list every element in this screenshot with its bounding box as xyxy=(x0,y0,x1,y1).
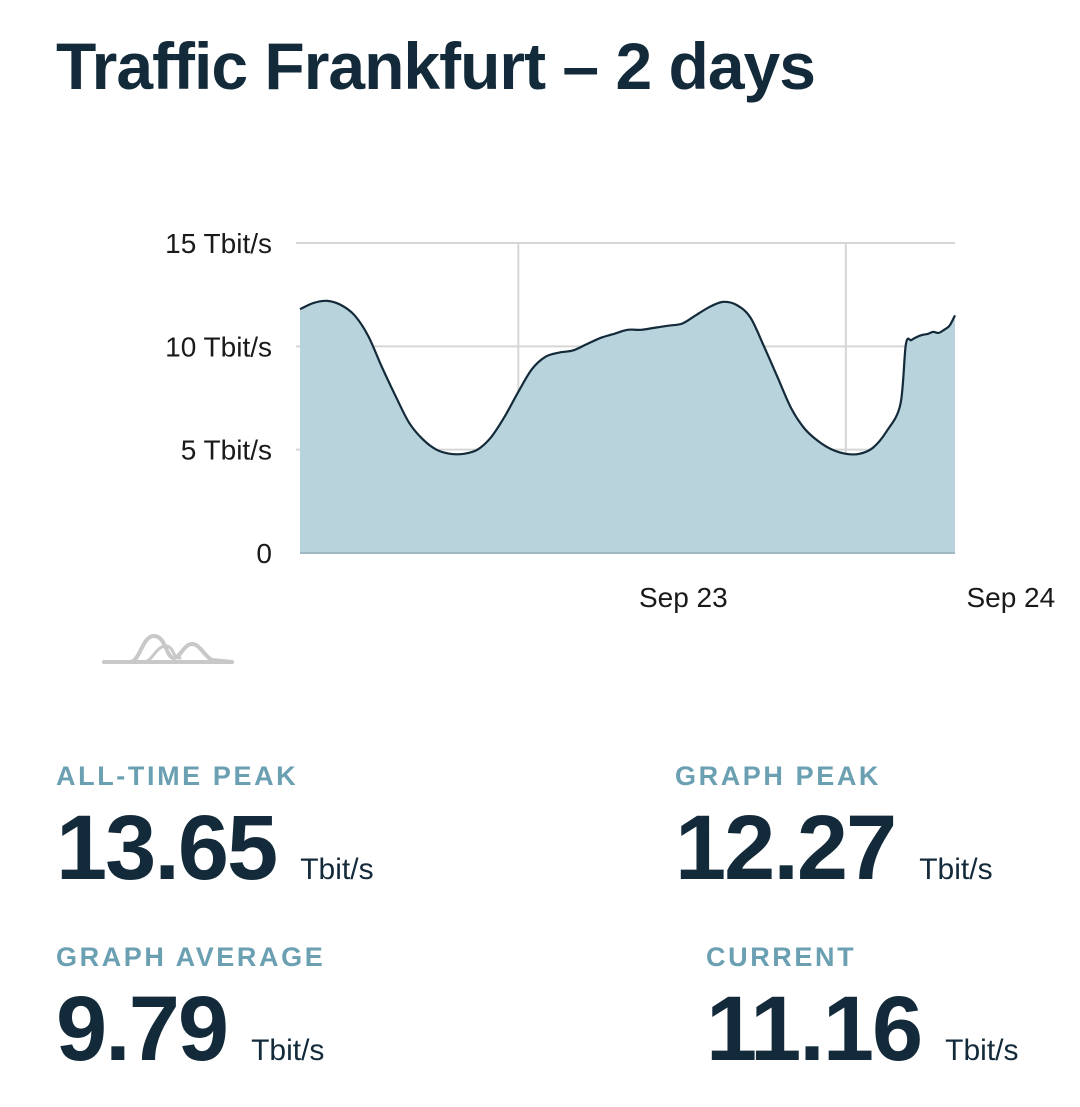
page-title: Traffic Frankfurt – 2 days xyxy=(56,29,816,103)
stat-value: 9.79 xyxy=(56,978,229,1080)
traffic-area-fill xyxy=(300,300,955,553)
y-tick-label: 10 Tbit/s xyxy=(165,331,272,362)
stat-unit: Tbit/s xyxy=(919,853,993,886)
stat-unit: Tbit/s xyxy=(945,1034,1019,1067)
y-tick-label: 5 Tbit/s xyxy=(181,435,272,466)
traffic-series-line xyxy=(299,299,956,456)
x-tick-label: Sep 24 xyxy=(966,582,1055,613)
stat-label: GRAPH AVERAGE xyxy=(56,942,326,972)
traffic-area-chart: 0 5 Tbit/s 10 Tbit/s 15 Tbit/s Sep 23 Sep 24 xyxy=(165,228,1055,613)
stat-value: 13.65 xyxy=(56,797,278,899)
y-tick-label: 0 xyxy=(256,538,272,569)
stat-label: ALL-TIME PEAK xyxy=(56,761,299,791)
stat-current: CURRENT 11.16 Tbit/s xyxy=(706,941,1019,1075)
stat-unit: Tbit/s xyxy=(300,853,374,886)
x-tick-label: Sep 23 xyxy=(639,582,728,613)
stat-label: CURRENT xyxy=(706,942,857,972)
traffic-chart: 0 5 Tbit/s 10 Tbit/s 15 Tbit/s Sep 23 Sep 24 xyxy=(0,200,1080,630)
stat-label: GRAPH PEAK xyxy=(675,761,882,791)
stat-value: 11.16 xyxy=(706,978,923,1080)
stat-graph-average: GRAPH AVERAGE 9.79 Tbit/s xyxy=(56,941,325,1075)
stat-unit: Tbit/s xyxy=(251,1034,325,1067)
peaks-logo-icon xyxy=(100,628,236,672)
stat-graph-peak: GRAPH PEAK 12.27 Tbit/s xyxy=(675,760,993,894)
y-tick-label: 15 Tbit/s xyxy=(165,228,272,259)
stat-all-time-peak: ALL-TIME PEAK 13.65 Tbit/s xyxy=(56,760,374,894)
stat-value: 12.27 xyxy=(675,797,897,899)
